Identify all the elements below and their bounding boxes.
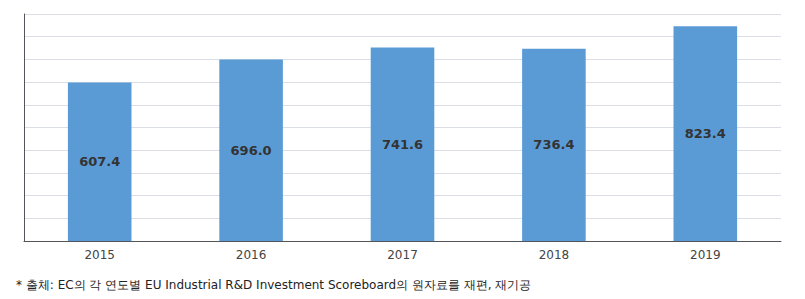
svg-text:* 출체: EC의 각 연도별 EU Industrial: * 출체: EC의 각 연도별 EU Industrial R&D Invest… [16,278,531,292]
svg-text:741.6: 741.6 [382,137,423,152]
svg-text:736.4: 736.4 [533,137,574,152]
svg-text:823.4: 823.4 [685,126,726,141]
svg-text:2015: 2015 [84,248,115,262]
svg-text:2018: 2018 [539,248,570,262]
svg-text:2016: 2016 [236,248,267,262]
svg-text:2017: 2017 [387,248,418,262]
svg-text:2019: 2019 [690,248,721,262]
svg-text:696.0: 696.0 [231,143,272,158]
svg-text:607.4: 607.4 [79,154,120,169]
